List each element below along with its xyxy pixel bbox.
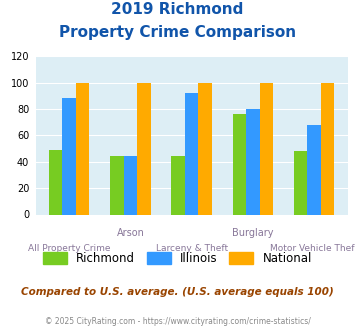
Text: Burglary: Burglary xyxy=(232,228,274,238)
Bar xyxy=(49,150,62,214)
Bar xyxy=(137,82,151,214)
Legend: Richmond, Illinois, National: Richmond, Illinois, National xyxy=(38,247,317,269)
Text: Arson: Arson xyxy=(116,228,144,238)
Bar xyxy=(246,109,260,214)
Bar xyxy=(62,98,76,214)
Bar xyxy=(260,82,273,214)
Text: Larceny & Theft: Larceny & Theft xyxy=(155,244,228,253)
Bar xyxy=(171,156,185,214)
Text: Motor Vehicle Theft: Motor Vehicle Theft xyxy=(270,244,355,253)
Text: Compared to U.S. average. (U.S. average equals 100): Compared to U.S. average. (U.S. average … xyxy=(21,287,334,297)
Text: © 2025 CityRating.com - https://www.cityrating.com/crime-statistics/: © 2025 CityRating.com - https://www.city… xyxy=(45,317,310,326)
Text: 2019 Richmond: 2019 Richmond xyxy=(111,2,244,16)
Bar xyxy=(321,82,334,214)
Bar xyxy=(124,156,137,214)
Bar xyxy=(110,156,124,214)
Text: All Property Crime: All Property Crime xyxy=(28,244,110,253)
Bar xyxy=(198,82,212,214)
Bar xyxy=(76,82,89,214)
Bar xyxy=(307,125,321,214)
Bar xyxy=(185,93,198,214)
Bar xyxy=(233,114,246,214)
Bar xyxy=(294,151,307,214)
Text: Property Crime Comparison: Property Crime Comparison xyxy=(59,25,296,40)
